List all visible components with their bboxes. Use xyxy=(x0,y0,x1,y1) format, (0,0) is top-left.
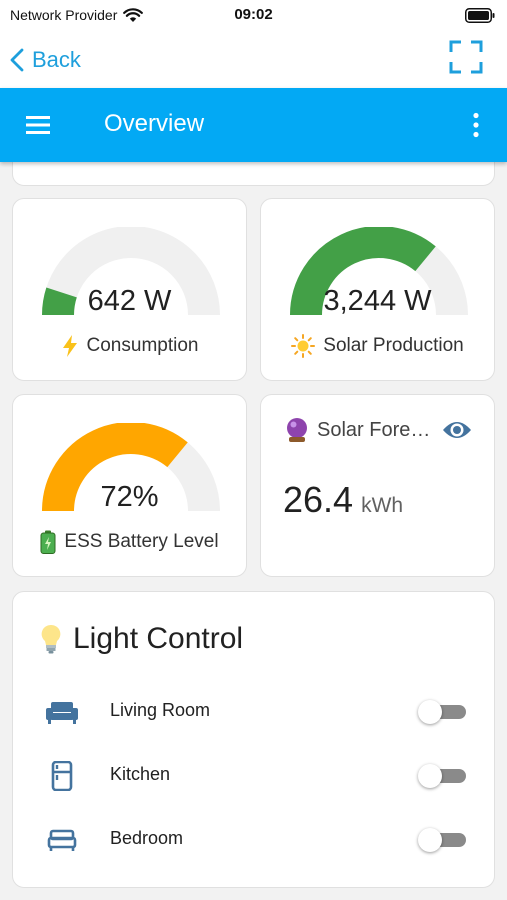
consumption-label: Consumption xyxy=(86,335,199,356)
gauge-track xyxy=(42,227,220,316)
carrier-name: Network Provider xyxy=(10,7,118,23)
sofa-icon xyxy=(46,702,78,724)
solar-production-label-row: Solar Production xyxy=(261,334,494,358)
menu-icon[interactable] xyxy=(24,112,52,138)
ess-battery-label-row: ESS Battery Level xyxy=(13,530,246,554)
bedroom-label: Bedroom xyxy=(110,828,184,848)
ess-battery-card[interactable]: 72% ESS Battery Level xyxy=(12,394,247,577)
lightning-icon xyxy=(62,335,77,357)
toggle-thumb xyxy=(418,700,442,724)
consumption-value: 642 W xyxy=(87,285,172,317)
battery-status-icon xyxy=(465,8,495,23)
gauge-fill xyxy=(42,287,77,316)
chevron-left-icon xyxy=(10,48,24,72)
app-header: Overview xyxy=(0,88,507,162)
eye-icon[interactable] xyxy=(442,419,472,441)
light-bulb-icon xyxy=(41,624,61,654)
consumption-card[interactable]: 642 W Consumption xyxy=(12,198,247,381)
ess-battery-gauge xyxy=(42,423,220,512)
ess-battery-label: ESS Battery Level xyxy=(64,531,219,552)
gauge-fill xyxy=(42,423,188,512)
solar-production-label: Solar Production xyxy=(323,335,464,356)
light-control-card: Light Control Living Room xyxy=(12,591,495,888)
living-room-label: Living Room xyxy=(110,700,211,720)
bedroom-toggle[interactable] xyxy=(418,828,466,852)
consumption-gauge xyxy=(42,227,220,316)
ess-battery-value: 72% xyxy=(100,481,159,513)
light-row-kitchen: Kitchen xyxy=(13,751,494,799)
solar-forecast-value: 26.4 xyxy=(283,479,354,520)
battery-icon xyxy=(40,530,56,554)
solar-forecast-title-row: Solar Fore… xyxy=(285,417,430,443)
light-control-header: Light Control xyxy=(39,622,243,656)
fullscreen-icon[interactable] xyxy=(449,40,483,74)
consumption-label-row: Consumption xyxy=(13,334,246,358)
solar-production-value: 3,244 W xyxy=(323,285,432,317)
gauge-fill xyxy=(290,227,436,316)
navigation-bar: Back xyxy=(0,32,507,88)
light-control-title: Light Control xyxy=(73,622,244,655)
solar-forecast-card[interactable]: Solar Fore… 26.4 kWh xyxy=(260,394,495,577)
living-room-toggle[interactable] xyxy=(418,700,466,724)
crystal-ball-icon xyxy=(287,418,307,442)
solar-production-card[interactable]: 3,244 W Solar Production xyxy=(260,198,495,381)
more-vertical-icon[interactable] xyxy=(471,112,481,138)
kitchen-label: Kitchen xyxy=(110,764,171,784)
bed-icon xyxy=(47,829,77,851)
sun-icon xyxy=(291,334,316,358)
fridge-icon xyxy=(51,761,73,791)
kitchen-toggle[interactable] xyxy=(418,764,466,788)
back-label: Back xyxy=(32,47,81,72)
status-bar: Network Provider 09:02 xyxy=(0,0,507,32)
light-row-living-room: Living Room xyxy=(13,687,494,735)
light-row-bedroom: Bedroom xyxy=(13,815,494,863)
toggle-thumb xyxy=(418,764,442,788)
dashboard-content: 642 W Consumption 3,244 W S xyxy=(0,162,507,900)
solar-forecast-value-row: 26.4 kWh xyxy=(283,479,403,521)
solar-forecast-unit: kWh xyxy=(361,494,404,517)
toggle-thumb xyxy=(418,828,442,852)
status-carrier: Network Provider xyxy=(10,7,144,23)
previous-card xyxy=(12,162,495,186)
back-button[interactable]: Back xyxy=(10,42,81,78)
solar-production-gauge xyxy=(290,227,468,316)
wifi-icon xyxy=(123,7,144,22)
status-time: 09:02 xyxy=(234,6,273,23)
solar-forecast-title: Solar Fore… xyxy=(317,418,431,441)
page-title: Overview xyxy=(104,110,205,137)
